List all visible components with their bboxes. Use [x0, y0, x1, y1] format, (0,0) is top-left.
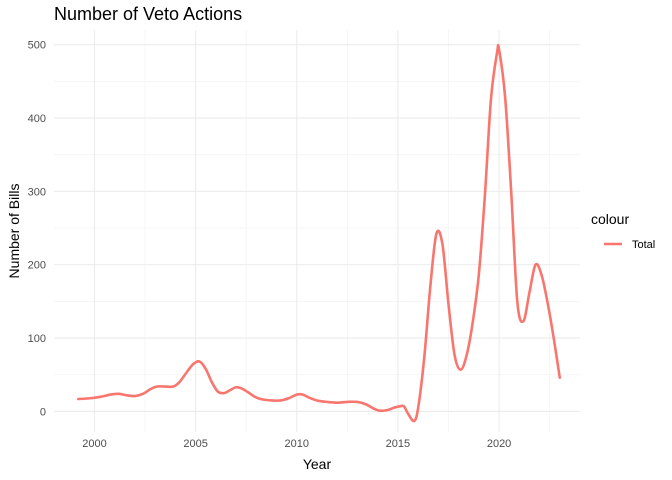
y-tick-label: 200 — [28, 260, 46, 272]
legend: colour Total — [591, 211, 655, 251]
x-axis-title: Year — [303, 456, 332, 472]
y-tick-label: 400 — [28, 113, 46, 125]
y-axis-ticks: 0 100 200 300 400 500 — [28, 40, 46, 419]
series-line-total — [76, 43, 562, 423]
legend-label-total: Total — [632, 239, 655, 251]
y-axis-title: Number of Bills — [6, 184, 22, 279]
x-tick-label: 2010 — [285, 438, 309, 450]
chart-title: Number of Veto Actions — [54, 4, 243, 24]
y-tick-label: 0 — [40, 406, 46, 418]
y-tick-label: 500 — [28, 40, 46, 52]
y-tick-label: 100 — [28, 333, 46, 345]
x-tick-label: 2005 — [183, 438, 207, 450]
x-tick-label: 2000 — [82, 438, 106, 450]
series-layer — [76, 43, 562, 423]
legend-title: colour — [591, 211, 629, 227]
major-grid — [54, 30, 580, 432]
y-tick-label: 300 — [28, 186, 46, 198]
x-tick-label: 2015 — [386, 438, 410, 450]
minor-grid — [54, 30, 580, 432]
x-tick-label: 2020 — [487, 438, 511, 450]
x-axis-ticks: 2000 2005 2010 2015 2020 — [82, 438, 511, 450]
